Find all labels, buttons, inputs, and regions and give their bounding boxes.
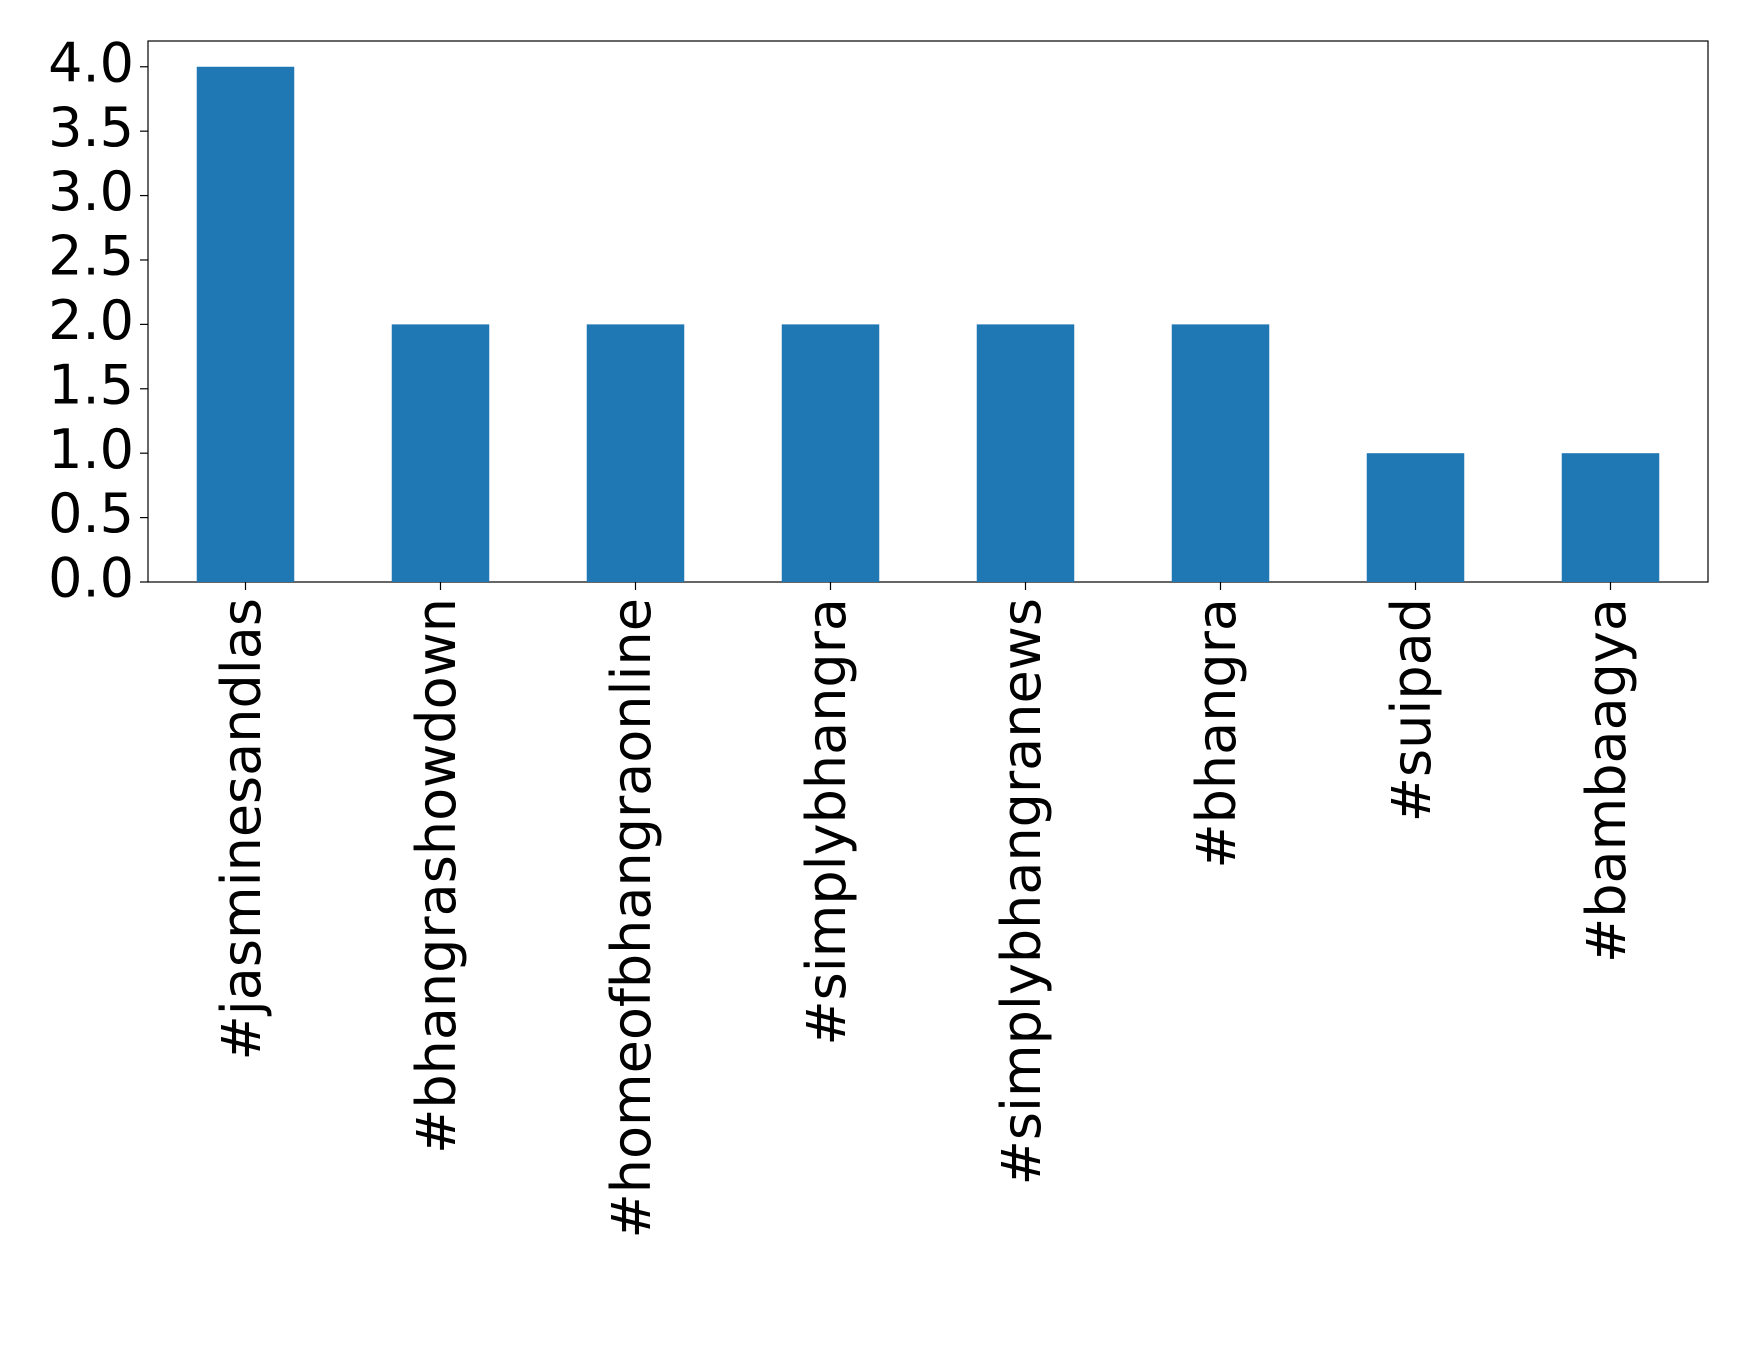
x-tick-label: #homeofbhangraonline xyxy=(600,598,663,1239)
bar xyxy=(976,324,1075,582)
bar xyxy=(1561,453,1660,582)
x-tick-label: #jasminesandlas xyxy=(210,598,273,1060)
y-tick-label: 3.0 xyxy=(48,160,134,223)
bar xyxy=(1171,324,1270,582)
x-tick-label: #bambaagya xyxy=(1575,598,1638,963)
bar xyxy=(781,324,880,582)
y-tick-label: 4.0 xyxy=(48,31,134,94)
y-tick-label: 1.0 xyxy=(48,418,134,481)
axes-frame xyxy=(147,40,1709,583)
x-tick-label: #bhangrashowdown xyxy=(405,598,468,1154)
y-tick-label: 0.5 xyxy=(48,482,134,545)
y-tick-label: 0.0 xyxy=(48,547,134,610)
bar xyxy=(1366,453,1465,582)
bar xyxy=(391,324,490,582)
bar xyxy=(586,324,685,582)
y-tick-label: 2.0 xyxy=(48,289,134,352)
y-tick-label: 2.5 xyxy=(48,225,134,288)
bar xyxy=(196,66,295,582)
y-tick-label: 1.5 xyxy=(48,353,134,416)
x-tick-label: #bhangra xyxy=(1185,598,1248,869)
x-tick-label: #simplybhangranews xyxy=(990,598,1053,1185)
x-tick-label: #suipad xyxy=(1380,598,1443,822)
x-tick-label: #simplybhangra xyxy=(795,598,858,1046)
y-tick-label: 3.5 xyxy=(48,96,134,159)
